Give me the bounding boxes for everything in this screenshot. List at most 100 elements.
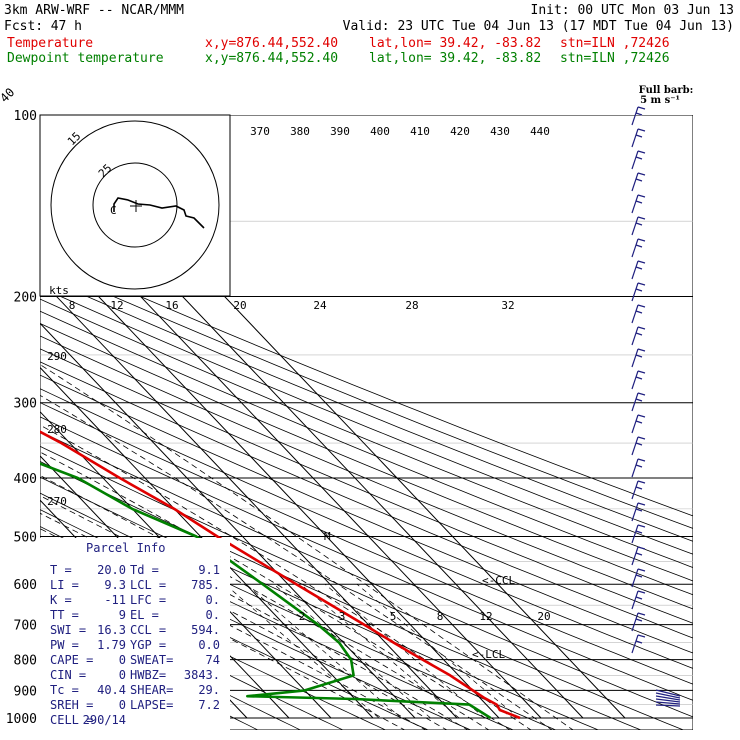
- wind-barb-flag: [635, 442, 643, 446]
- wind-barb-flag: [635, 332, 643, 336]
- wind-barb-flag: [635, 266, 643, 270]
- dewpoint-stn: stn=ILN ,72426: [560, 51, 670, 66]
- dry-adiabat: [40, 310, 693, 582]
- dry-adiabat: [40, 388, 693, 669]
- wind-barb: [631, 612, 639, 632]
- mixing-ratio-line: [356, 583, 520, 719]
- theta-label: 380: [290, 125, 310, 138]
- kts-label: 32: [501, 299, 514, 312]
- wind-barb-flag: [637, 282, 646, 286]
- mixing-ratio-label: 3: [339, 610, 346, 623]
- mixing-ratio-line: [273, 583, 431, 719]
- wind-barb-flag: [635, 508, 643, 512]
- parcel-info-cell: TT =: [50, 608, 79, 622]
- isotherm: [40, 410, 332, 719]
- kts-label: 20: [233, 299, 246, 312]
- temperature-latlon: lat,lon= 39.42, -83.82: [369, 36, 541, 51]
- parcel-info-cell: 20.0: [97, 563, 126, 577]
- wind-barb-flag: [637, 568, 646, 572]
- wind-barb: [631, 216, 639, 236]
- wind-barb-flag: [637, 150, 646, 154]
- wind-barb: [631, 634, 639, 654]
- wind-barb-flag: [637, 546, 646, 550]
- moist-adiabat: [40, 495, 469, 730]
- parcel-info-cell: 0: [119, 653, 126, 667]
- wind-barb-flag: [637, 106, 646, 110]
- isotherm: [40, 234, 500, 719]
- wind-barb-flag: [637, 260, 646, 264]
- parcel-info-cell: CCL =: [130, 623, 166, 637]
- theta-label: 410: [410, 125, 430, 138]
- theta-label: 390: [330, 125, 350, 138]
- dry-adiabat: [40, 402, 693, 685]
- wind-barb: [631, 260, 639, 280]
- pressure-tick-label: 700: [14, 619, 37, 634]
- mixing-ratio-label: 8: [437, 610, 444, 623]
- wind-barb-flag: [637, 128, 646, 132]
- wind-barb-flag: [635, 420, 643, 424]
- theta-label: 420: [450, 125, 470, 138]
- theta-label-left: 290: [47, 350, 67, 363]
- wind-barb-flag: [637, 326, 646, 330]
- parcel-info-cell: CIN =: [50, 668, 86, 682]
- wind-barb-flag: [635, 464, 643, 468]
- fcst-label: Fcst:: [4, 19, 43, 34]
- pressure-tick-label: 800: [14, 654, 37, 669]
- temperature-xy: x,y=876.44,552.40: [205, 36, 338, 51]
- dry-adiabat: [40, 374, 693, 654]
- parcel-info-cell: 9.1: [198, 563, 220, 577]
- dry-adiabat: [40, 476, 600, 730]
- wind-barb: [631, 106, 639, 126]
- pressure-tick-label: 100: [14, 109, 37, 124]
- wind-barb: [631, 304, 639, 324]
- wind-barb-flag: [635, 200, 643, 204]
- wind-barb: [631, 414, 639, 434]
- wind-barb-flag: [635, 134, 643, 138]
- wind-barb: [631, 568, 639, 588]
- wind-barb-flag: [635, 244, 643, 248]
- wind-barb-flag: [635, 398, 643, 402]
- theta-label: 370: [250, 125, 270, 138]
- wind-barb: [631, 326, 639, 346]
- model-title: 3km ARW-WRF -- NCAR/MMM: [4, 3, 184, 18]
- hodograph-ring-outer: [50, 120, 220, 290]
- wind-barb: [631, 194, 639, 214]
- chart-annotation: <-CCL: [482, 574, 515, 587]
- parcel-info-cell: 0: [119, 668, 126, 682]
- wind-barb-cluster: [655, 695, 681, 701]
- wind-barb-cluster: [655, 704, 681, 707]
- parcel-info-cell: HWBZ=: [130, 668, 166, 682]
- parcel-info-cell: 0.: [206, 593, 220, 607]
- wind-barb: [631, 282, 639, 302]
- sounding-profiles: [40, 430, 521, 720]
- mixing-ratio-label: 2: [299, 610, 306, 623]
- parcel-info-cell: -11: [104, 593, 126, 607]
- parcel-info-cell: LCL =: [130, 578, 166, 592]
- kts-label: 12: [110, 299, 123, 312]
- isotherm: [40, 366, 374, 719]
- parcel-info-cell: 594.: [191, 623, 220, 637]
- mixing-ratio-label: 20: [537, 610, 550, 623]
- parcel-info-cell: CAPE =: [50, 653, 93, 667]
- dry-adiabat: [40, 275, 693, 542]
- parcel-info-cell: SWEAT=: [130, 653, 173, 667]
- isotherm: [40, 322, 416, 719]
- parcel-info-cell: 7.2: [198, 698, 220, 712]
- pressure-tick-label: 300: [14, 397, 37, 412]
- parcel-info-cell: Td =: [130, 563, 159, 577]
- pressure-tick-label: 600: [14, 578, 37, 593]
- init-time: Init: 00 UTC Mon 03 Jun 13: [531, 3, 735, 18]
- parcel-info-cell: EL =: [130, 608, 159, 622]
- chart-annotation: <-LCL: [472, 648, 505, 661]
- wind-barb-flag: [635, 530, 643, 534]
- wind-barb-flag: [635, 178, 643, 182]
- parcel-info-cell: 0: [119, 698, 126, 712]
- wind-barb: [631, 128, 639, 148]
- dry-adiabat: [40, 298, 693, 568]
- kts-label: 24: [313, 299, 327, 312]
- dry-adiabat: [40, 286, 693, 555]
- pressure-tick-label: 400: [14, 472, 37, 487]
- theta-label: 440: [530, 125, 550, 138]
